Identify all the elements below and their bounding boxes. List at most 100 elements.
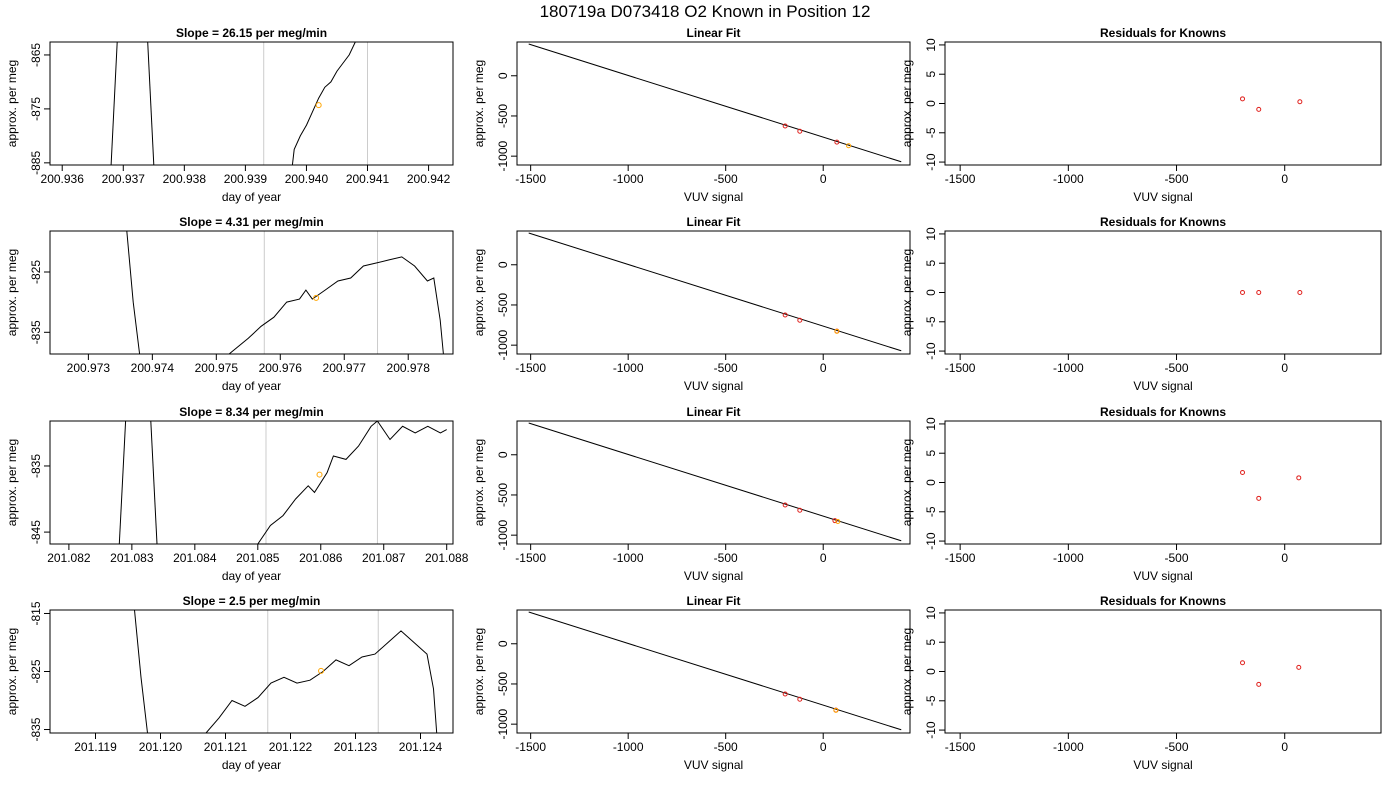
panel-1-1: Slope = 26.15 per meg/min day of year appr…	[5, 26, 454, 204]
y-axis-label: approx. per meg	[5, 628, 19, 715]
x-tick-label: -1000	[613, 740, 644, 754]
x-tick-label: 0	[820, 361, 827, 375]
x-tick-label: 0	[1281, 361, 1288, 375]
trace-line	[134, 610, 148, 733]
panel-1-2: Linear Fit VUV signal approx. per meg -1500…	[472, 26, 911, 204]
y-axis-label: approx. per meg	[472, 249, 486, 336]
x-tick-label: 200.973	[67, 361, 111, 375]
y-tick-label: -835	[29, 717, 43, 741]
y-axis-label: approx. per meg	[472, 628, 486, 715]
x-tick-label: 201.086	[299, 551, 343, 565]
known-point	[1256, 106, 1262, 112]
panel-4-3: Residuals for Knowns VUV signal approx. pe…	[900, 594, 1382, 772]
y-tick-label: 10	[924, 227, 938, 241]
y-tick-label: 10	[924, 417, 938, 431]
y-tick-label: -865	[29, 43, 43, 67]
y-tick-label: -835	[29, 320, 43, 344]
panel-title: Linear Fit	[686, 594, 740, 608]
panel-4-1: Slope = 2.5 per meg/min day of year approx…	[5, 594, 454, 772]
x-tick-label: 200.940	[285, 172, 329, 186]
x-tick-label: -1000	[1053, 740, 1084, 754]
known-point	[832, 518, 838, 524]
panel-1-3: Residuals for Knowns VUV signal approx. pe…	[900, 26, 1382, 204]
y-tick-label: -10	[924, 721, 938, 739]
y-axis-label: approx. per meg	[5, 249, 19, 336]
known-point	[1256, 681, 1262, 687]
x-tick-label: 0	[820, 172, 827, 186]
x-axis-label: VUV signal	[1133, 190, 1192, 204]
x-tick-label: 201.087	[362, 551, 406, 565]
y-tick-label: 10	[924, 606, 938, 620]
x-tick-label: 0	[820, 740, 827, 754]
plot-frame	[49, 41, 454, 166]
panel-title: Slope = 4.31 per meg/min	[179, 215, 323, 229]
y-tick-label: -500	[496, 293, 510, 317]
panel-2-1: Slope = 4.31 per meg/min day of year appro…	[5, 215, 454, 393]
y-tick-label: 5	[924, 71, 938, 78]
x-tick-label: -500	[714, 740, 738, 754]
panel-title: Residuals for Knowns	[1100, 405, 1226, 419]
plot-area	[528, 43, 902, 163]
x-tick-label: -1500	[515, 361, 546, 375]
y-tick-label: -5	[924, 506, 938, 517]
known-point	[797, 128, 803, 134]
y-tick-label: -500	[496, 104, 510, 128]
plot-area	[118, 421, 447, 544]
y-axis-label: approx. per meg	[472, 439, 486, 526]
y-axis-label: approx. per meg	[900, 628, 914, 715]
x-tick-label: -500	[1165, 172, 1189, 186]
x-tick-label: -1000	[613, 551, 644, 565]
known-point	[1256, 495, 1262, 501]
x-tick-label: 0	[820, 551, 827, 565]
y-tick-label: -1000	[496, 708, 510, 739]
trace-line	[110, 42, 118, 165]
y-axis-label: approx. per meg	[900, 60, 914, 147]
panel-title: Residuals for Knowns	[1100, 594, 1226, 608]
x-tick-label: -500	[714, 172, 738, 186]
x-tick-label: 0	[1281, 551, 1288, 565]
plot-frame	[944, 420, 1382, 545]
y-tick-label: -10	[924, 342, 938, 360]
panel-3-2: Linear Fit VUV signal approx. per meg -1500…	[472, 405, 911, 583]
panel-3-3: Residuals for Knowns VUV signal approx. pe…	[900, 405, 1382, 583]
x-tick-label: 201.123	[334, 740, 378, 754]
x-tick-label: -1500	[945, 172, 976, 186]
y-axis-label: approx. per meg	[472, 60, 486, 147]
panel-title: Slope = 8.34 per meg/min	[179, 405, 323, 419]
x-tick-label: 201.119	[74, 740, 117, 754]
x-axis-label: VUV signal	[684, 190, 743, 204]
panel-3-1: Slope = 8.34 per meg/min day of year appro…	[5, 405, 469, 583]
known-point	[1240, 290, 1246, 295]
plot-area	[1240, 96, 1303, 112]
known-point	[1296, 475, 1302, 481]
sample-point	[318, 667, 325, 674]
trace-line	[228, 256, 444, 354]
x-axis-label: VUV signal	[1133, 758, 1192, 772]
plot-frame	[49, 609, 454, 734]
sample-point	[833, 707, 839, 713]
panel-4-2: Linear Fit VUV signal approx. per meg -1500…	[472, 594, 911, 772]
y-tick-label: -500	[496, 483, 510, 507]
y-axis-label: approx. per meg	[900, 439, 914, 526]
y-tick-label: -1000	[496, 140, 510, 171]
x-tick-label: -1500	[515, 551, 546, 565]
x-axis-label: day of year	[222, 569, 281, 583]
x-tick-label: -1500	[945, 740, 976, 754]
trace-line	[147, 42, 155, 165]
x-tick-label: -500	[1165, 361, 1189, 375]
x-axis-label: day of year	[222, 190, 281, 204]
y-tick-label: -5	[924, 316, 938, 327]
x-tick-label: -500	[1165, 740, 1189, 754]
y-tick-label: -835	[29, 454, 43, 478]
y-tick-label: -5	[924, 695, 938, 706]
fit-line	[528, 422, 902, 542]
panel-title: Slope = 2.5 per meg/min	[183, 594, 321, 608]
y-tick-label: 10	[924, 38, 938, 52]
sample-point	[835, 518, 841, 524]
y-tick-label: -875	[29, 97, 43, 121]
x-tick-label: -500	[714, 551, 738, 565]
x-tick-label: -1500	[515, 740, 546, 754]
plot-frame	[944, 230, 1382, 355]
known-point	[782, 502, 788, 508]
x-tick-label: 200.978	[387, 361, 431, 375]
